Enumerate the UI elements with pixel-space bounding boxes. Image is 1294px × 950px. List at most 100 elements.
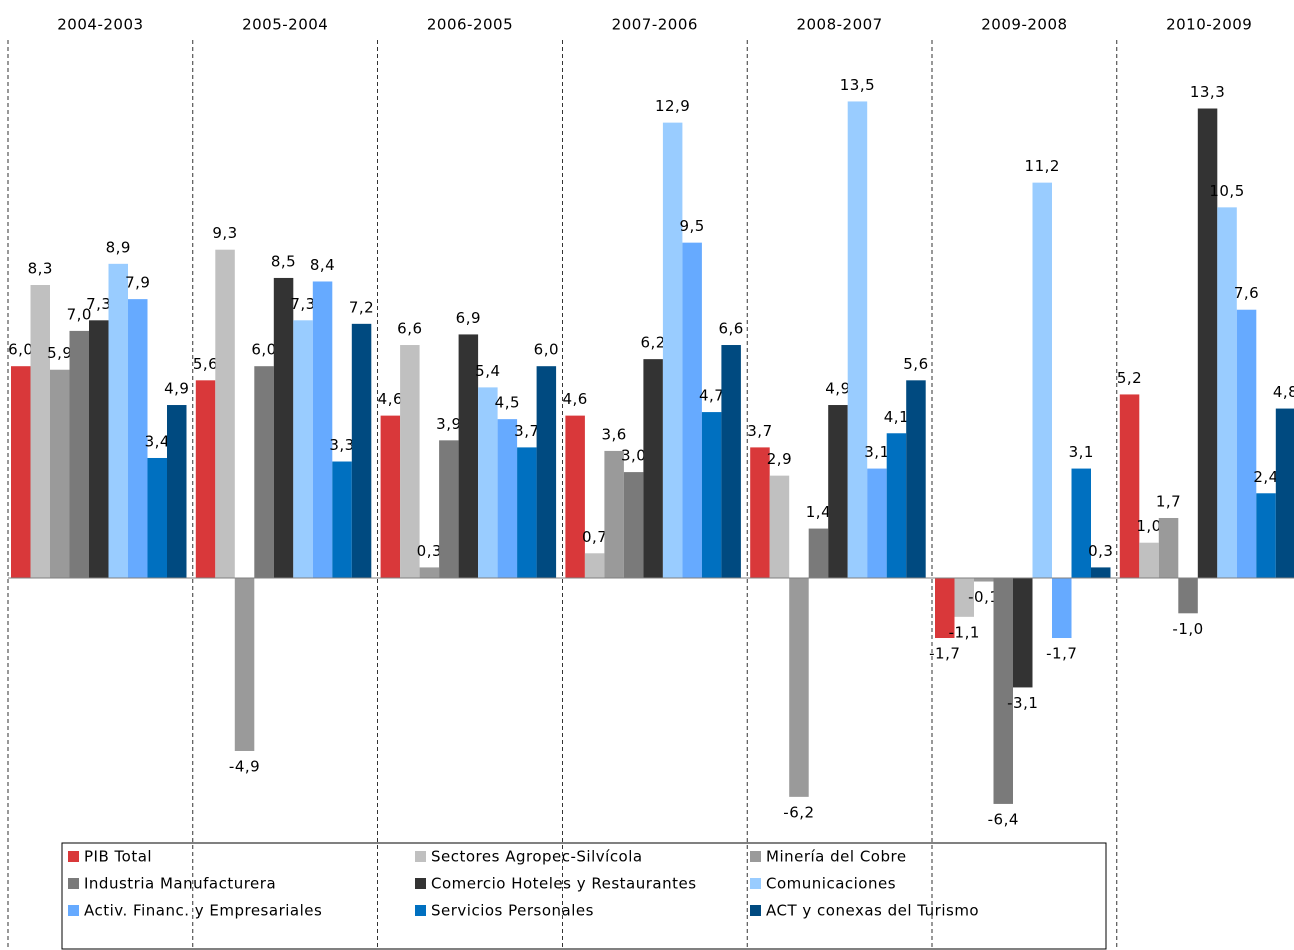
data-label: 6,0 xyxy=(251,341,276,359)
bar xyxy=(1197,108,1218,578)
data-label: 7,2 xyxy=(349,298,374,316)
bar xyxy=(623,472,644,578)
data-label: 0,3 xyxy=(417,542,442,560)
bar xyxy=(1119,394,1140,578)
data-label: 6,0 xyxy=(8,341,33,359)
data-label: 2,4 xyxy=(1253,468,1278,486)
data-label: 3,7 xyxy=(514,422,539,440)
data-label: 6,2 xyxy=(640,334,665,352)
bar xyxy=(954,578,974,617)
bar xyxy=(293,320,313,578)
data-label: 7,9 xyxy=(125,274,150,292)
data-label: 6,0 xyxy=(534,341,559,359)
data-label: 4,5 xyxy=(495,394,520,412)
legend-swatch xyxy=(68,878,79,889)
bar xyxy=(419,567,440,578)
data-label: 8,4 xyxy=(310,256,335,274)
bar xyxy=(128,299,148,578)
bar xyxy=(50,369,70,578)
data-label: 5,2 xyxy=(1117,369,1142,387)
bar xyxy=(1217,207,1237,578)
bar xyxy=(1256,493,1276,578)
data-label: 12,9 xyxy=(655,97,690,115)
bar xyxy=(517,447,537,578)
legend-label: Servicios Personales xyxy=(431,902,594,920)
data-label: -0,1 xyxy=(968,588,999,606)
data-label: 4,8 xyxy=(1273,383,1294,401)
legend-swatch xyxy=(415,878,426,889)
bar xyxy=(439,440,459,578)
legend-swatch xyxy=(750,878,761,889)
data-label: 8,5 xyxy=(271,252,296,270)
x-tick-label: 2005-2004 xyxy=(242,16,328,34)
bar xyxy=(604,450,624,578)
bar xyxy=(867,468,887,578)
data-label: 3,0 xyxy=(621,447,646,465)
data-label: 3,1 xyxy=(864,443,889,461)
bar xyxy=(643,359,663,578)
data-label: 7,6 xyxy=(1234,284,1259,302)
data-label: 13,5 xyxy=(840,76,875,94)
bar xyxy=(195,380,216,578)
legend-label: Activ. Financ. y Empresariales xyxy=(84,902,322,920)
bar xyxy=(478,387,498,578)
legend-swatch xyxy=(68,905,79,916)
bar xyxy=(769,475,790,578)
bar xyxy=(662,122,683,578)
data-label: 7,3 xyxy=(86,295,111,313)
data-label: 8,9 xyxy=(106,238,131,256)
data-label: 3,4 xyxy=(145,432,170,450)
bar xyxy=(1275,408,1294,578)
bar xyxy=(89,320,109,578)
data-label: 5,6 xyxy=(193,355,218,373)
data-label: -1,0 xyxy=(1172,620,1203,638)
x-tick-label: 2008-2007 xyxy=(796,16,882,34)
legend-label: Comunicaciones xyxy=(766,875,896,893)
bar xyxy=(254,366,274,578)
data-label: 5,9 xyxy=(47,344,72,362)
x-tick-label: 2010-2009 xyxy=(1166,16,1252,34)
legend-label: Comercio Hoteles y Restaurantes xyxy=(431,875,697,893)
bar xyxy=(721,345,741,578)
legend-label: ACT y conexas del Turismo xyxy=(766,902,979,920)
bar xyxy=(1032,182,1052,578)
bar xyxy=(458,334,479,578)
bar xyxy=(108,263,128,578)
data-label: 3,3 xyxy=(329,436,354,454)
bar xyxy=(1071,468,1091,578)
bar xyxy=(400,345,420,578)
bar xyxy=(1178,578,1198,614)
bar xyxy=(847,101,868,578)
bar xyxy=(234,578,255,751)
bar xyxy=(1158,517,1179,578)
bar xyxy=(565,415,585,578)
legend-swatch xyxy=(415,905,426,916)
data-label: 4,6 xyxy=(562,390,587,408)
data-label: 3,6 xyxy=(601,425,626,443)
data-label: 8,3 xyxy=(28,260,53,278)
data-label: 9,3 xyxy=(212,224,237,242)
bar xyxy=(215,249,235,578)
bar xyxy=(167,405,187,578)
bar xyxy=(1139,542,1159,578)
bar xyxy=(1052,578,1072,639)
legend-swatch xyxy=(750,905,761,916)
legend-label: Sectores Agropec-Silvícola xyxy=(431,848,643,866)
data-label: 10,5 xyxy=(1209,182,1244,200)
data-label: 2,9 xyxy=(767,450,792,468)
x-tick-label: 2006-2005 xyxy=(427,16,513,34)
bar xyxy=(30,285,50,578)
bar xyxy=(906,380,926,578)
legend-label: Minería del Cobre xyxy=(766,848,907,866)
bar xyxy=(808,528,829,578)
data-label: -4,9 xyxy=(229,757,260,775)
bar xyxy=(69,330,89,578)
data-label: 5,6 xyxy=(903,355,928,373)
data-label: 7,0 xyxy=(67,305,92,323)
bar xyxy=(1013,578,1033,688)
data-label: 9,5 xyxy=(679,217,704,235)
data-label: 4,1 xyxy=(884,408,909,426)
x-tick-label: 2007-2006 xyxy=(612,16,698,34)
bar xyxy=(1236,309,1257,578)
bar xyxy=(332,461,352,578)
